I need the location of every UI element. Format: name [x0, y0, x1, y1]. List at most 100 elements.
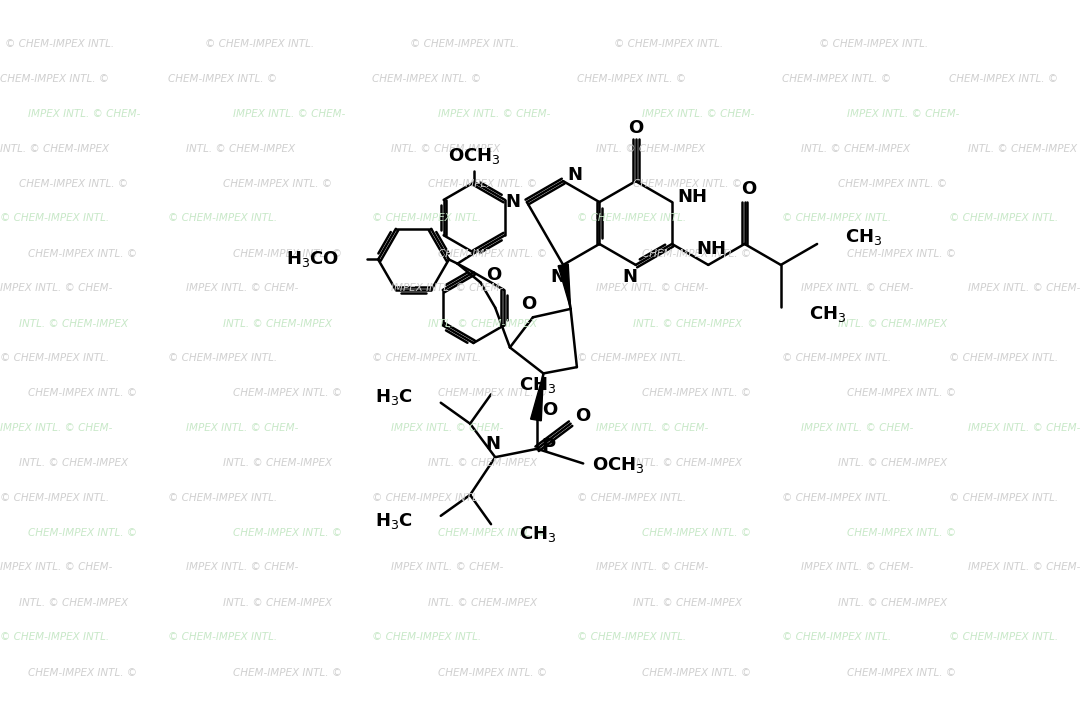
Text: CHEM-IMPEX INTL. ©: CHEM-IMPEX INTL. ©: [28, 667, 137, 677]
Text: CHEM-IMPEX INTL. ©: CHEM-IMPEX INTL. ©: [838, 179, 947, 189]
Text: © CHEM-IMPEX INTL.: © CHEM-IMPEX INTL.: [949, 353, 1059, 363]
Text: © CHEM-IMPEX INTL.: © CHEM-IMPEX INTL.: [372, 632, 482, 642]
Text: INTL. © CHEM-IMPEX: INTL. © CHEM-IMPEX: [801, 143, 909, 153]
Text: H$_3$C: H$_3$C: [375, 387, 412, 407]
Text: INTL. © CHEM-IMPEX: INTL. © CHEM-IMPEX: [18, 598, 128, 608]
Text: IMPEX INTL. © CHEM-: IMPEX INTL. © CHEM-: [0, 423, 113, 432]
Text: INTL. © CHEM-IMPEX: INTL. © CHEM-IMPEX: [968, 143, 1077, 153]
Text: CHEM-IMPEX INTL. ©: CHEM-IMPEX INTL. ©: [429, 179, 537, 189]
Text: CHEM-IMPEX INTL. ©: CHEM-IMPEX INTL. ©: [224, 179, 332, 189]
Text: IMPEX INTL. © CHEM-: IMPEX INTL. © CHEM-: [968, 284, 1081, 293]
Text: CHEM-IMPEX INTL. ©: CHEM-IMPEX INTL. ©: [782, 74, 891, 84]
Text: © CHEM-IMPEX INTL.: © CHEM-IMPEX INTL.: [782, 493, 891, 503]
Text: O: O: [486, 266, 501, 284]
Text: IMPEX INTL. © CHEM-: IMPEX INTL. © CHEM-: [0, 284, 113, 293]
Text: © CHEM-IMPEX INTL.: © CHEM-IMPEX INTL.: [949, 213, 1059, 223]
Text: CHEM-IMPEX INTL. ©: CHEM-IMPEX INTL. ©: [577, 74, 686, 84]
Text: INTL. © CHEM-IMPEX: INTL. © CHEM-IMPEX: [838, 598, 947, 608]
Text: CHEM-IMPEX INTL. ©: CHEM-IMPEX INTL. ©: [847, 528, 956, 538]
Text: CH$_3$: CH$_3$: [808, 304, 846, 324]
Text: IMPEX INTL. © CHEM-: IMPEX INTL. © CHEM-: [437, 109, 550, 119]
Text: © CHEM-IMPEX INTL.: © CHEM-IMPEX INTL.: [167, 632, 277, 642]
Text: INTL. © CHEM-IMPEX: INTL. © CHEM-IMPEX: [429, 598, 537, 608]
Text: © CHEM-IMPEX INTL.: © CHEM-IMPEX INTL.: [577, 493, 686, 503]
Text: INTL. © CHEM-IMPEX: INTL. © CHEM-IMPEX: [0, 143, 110, 153]
Text: IMPEX INTL. © CHEM-: IMPEX INTL. © CHEM-: [187, 563, 298, 573]
Text: CHEM-IMPEX INTL. ©: CHEM-IMPEX INTL. ©: [28, 248, 137, 258]
Text: CHEM-IMPEX INTL. ©: CHEM-IMPEX INTL. ©: [437, 667, 547, 677]
Text: © CHEM-IMPEX INTL.: © CHEM-IMPEX INTL.: [949, 493, 1059, 503]
Text: CHEM-IMPEX INTL. ©: CHEM-IMPEX INTL. ©: [372, 74, 482, 84]
Text: NH: NH: [697, 240, 726, 258]
Text: IMPEX INTL. © CHEM-: IMPEX INTL. © CHEM-: [801, 423, 912, 432]
Text: OCH$_3$: OCH$_3$: [448, 146, 500, 166]
Text: © CHEM-IMPEX INTL.: © CHEM-IMPEX INTL.: [577, 353, 686, 363]
Text: INTL. © CHEM-IMPEX: INTL. © CHEM-IMPEX: [224, 458, 332, 468]
Text: IMPEX INTL. © CHEM-: IMPEX INTL. © CHEM-: [0, 563, 113, 573]
Text: CHEM-IMPEX INTL. ©: CHEM-IMPEX INTL. ©: [642, 388, 752, 398]
Text: © CHEM-IMPEX INTL.: © CHEM-IMPEX INTL.: [167, 353, 277, 363]
Text: O: O: [542, 401, 558, 419]
Text: © CHEM-IMPEX INTL.: © CHEM-IMPEX INTL.: [577, 213, 686, 223]
Text: CHEM-IMPEX INTL. ©: CHEM-IMPEX INTL. ©: [642, 248, 752, 258]
Text: INTL. © CHEM-IMPEX: INTL. © CHEM-IMPEX: [633, 319, 742, 329]
Text: INTL. © CHEM-IMPEX: INTL. © CHEM-IMPEX: [633, 458, 742, 468]
Text: CHEM-IMPEX INTL. ©: CHEM-IMPEX INTL. ©: [18, 179, 128, 189]
Text: INTL. © CHEM-IMPEX: INTL. © CHEM-IMPEX: [838, 458, 947, 468]
Text: © CHEM-IMPEX INTL.: © CHEM-IMPEX INTL.: [372, 353, 482, 363]
Text: O: O: [628, 119, 643, 137]
Text: INTL. © CHEM-IMPEX: INTL. © CHEM-IMPEX: [18, 458, 128, 468]
Text: N: N: [486, 435, 501, 453]
Text: N: N: [567, 165, 583, 183]
Text: CH$_3$: CH$_3$: [845, 226, 882, 246]
Text: CHEM-IMPEX INTL. ©: CHEM-IMPEX INTL. ©: [642, 667, 752, 677]
Text: IMPEX INTL. © CHEM-: IMPEX INTL. © CHEM-: [968, 563, 1081, 573]
Text: IMPEX INTL. © CHEM-: IMPEX INTL. © CHEM-: [596, 284, 709, 293]
Text: © CHEM-IMPEX INTL.: © CHEM-IMPEX INTL.: [167, 493, 277, 503]
Text: © CHEM-IMPEX INTL.: © CHEM-IMPEX INTL.: [819, 39, 929, 49]
Text: CHEM-IMPEX INTL. ©: CHEM-IMPEX INTL. ©: [0, 74, 110, 84]
Text: INTL. © CHEM-IMPEX: INTL. © CHEM-IMPEX: [429, 458, 537, 468]
Text: CHEM-IMPEX INTL. ©: CHEM-IMPEX INTL. ©: [167, 74, 277, 84]
Text: © CHEM-IMPEX INTL.: © CHEM-IMPEX INTL.: [782, 213, 891, 223]
Text: CHEM-IMPEX INTL. ©: CHEM-IMPEX INTL. ©: [847, 667, 956, 677]
Text: OCH$_3$: OCH$_3$: [592, 455, 646, 475]
Text: IMPEX INTL. © CHEM-: IMPEX INTL. © CHEM-: [391, 563, 503, 573]
Text: CHEM-IMPEX INTL. ©: CHEM-IMPEX INTL. ©: [437, 248, 547, 258]
Text: CHEM-IMPEX INTL. ©: CHEM-IMPEX INTL. ©: [28, 528, 137, 538]
Text: CHEM-IMPEX INTL. ©: CHEM-IMPEX INTL. ©: [847, 388, 956, 398]
Text: IMPEX INTL. © CHEM-: IMPEX INTL. © CHEM-: [596, 423, 709, 432]
Text: CHEM-IMPEX INTL. ©: CHEM-IMPEX INTL. ©: [437, 528, 547, 538]
Text: © CHEM-IMPEX INTL.: © CHEM-IMPEX INTL.: [0, 213, 110, 223]
Text: N: N: [623, 268, 638, 286]
Text: © CHEM-IMPEX INTL.: © CHEM-IMPEX INTL.: [0, 493, 110, 503]
Text: IMPEX INTL. © CHEM-: IMPEX INTL. © CHEM-: [391, 284, 503, 293]
Text: N: N: [550, 268, 565, 286]
Text: CHEM-IMPEX INTL. ©: CHEM-IMPEX INTL. ©: [633, 179, 742, 189]
Text: INTL. © CHEM-IMPEX: INTL. © CHEM-IMPEX: [391, 143, 500, 153]
Text: IMPEX INTL. © CHEM-: IMPEX INTL. © CHEM-: [232, 109, 345, 119]
Text: INTL. © CHEM-IMPEX: INTL. © CHEM-IMPEX: [838, 319, 947, 329]
Text: © CHEM-IMPEX INTL.: © CHEM-IMPEX INTL.: [577, 632, 686, 642]
Text: © CHEM-IMPEX INTL.: © CHEM-IMPEX INTL.: [167, 213, 277, 223]
Text: © CHEM-IMPEX INTL.: © CHEM-IMPEX INTL.: [409, 39, 519, 49]
Text: CHEM-IMPEX INTL. ©: CHEM-IMPEX INTL. ©: [232, 388, 342, 398]
Text: IMPEX INTL. © CHEM-: IMPEX INTL. © CHEM-: [28, 109, 140, 119]
Text: © CHEM-IMPEX INTL.: © CHEM-IMPEX INTL.: [0, 632, 110, 642]
Text: P: P: [541, 437, 556, 456]
Text: O: O: [575, 407, 590, 425]
Polygon shape: [531, 374, 544, 421]
Text: © CHEM-IMPEX INTL.: © CHEM-IMPEX INTL.: [205, 39, 314, 49]
Text: INTL. © CHEM-IMPEX: INTL. © CHEM-IMPEX: [429, 319, 537, 329]
Text: O: O: [741, 180, 757, 198]
Text: N: N: [506, 193, 521, 211]
Text: CHEM-IMPEX INTL. ©: CHEM-IMPEX INTL. ©: [437, 388, 547, 398]
Polygon shape: [558, 264, 571, 309]
Text: NH: NH: [677, 188, 707, 206]
Text: © CHEM-IMPEX INTL.: © CHEM-IMPEX INTL.: [782, 632, 891, 642]
Text: CHEM-IMPEX INTL. ©: CHEM-IMPEX INTL. ©: [642, 528, 752, 538]
Text: CHEM-IMPEX INTL. ©: CHEM-IMPEX INTL. ©: [847, 248, 956, 258]
Text: IMPEX INTL. © CHEM-: IMPEX INTL. © CHEM-: [187, 284, 298, 293]
Text: INTL. © CHEM-IMPEX: INTL. © CHEM-IMPEX: [596, 143, 705, 153]
Text: © CHEM-IMPEX INTL.: © CHEM-IMPEX INTL.: [782, 353, 891, 363]
